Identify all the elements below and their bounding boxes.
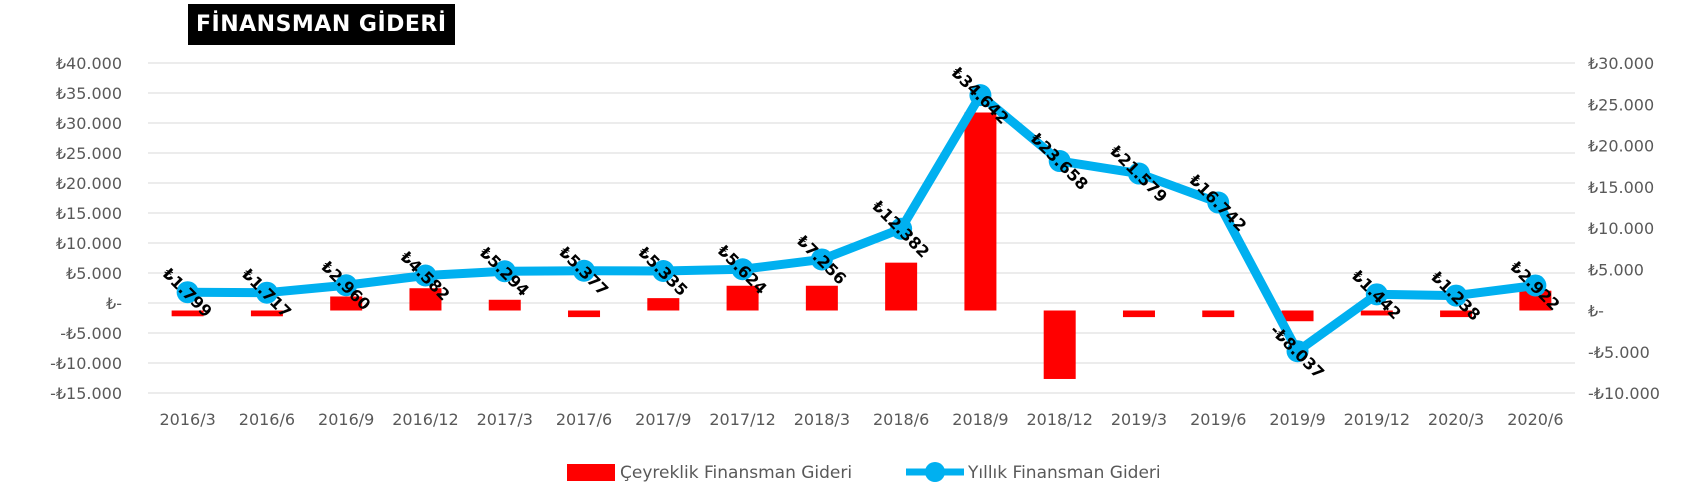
bar: [568, 310, 601, 318]
left-tick-label: ₺40.000: [56, 54, 122, 73]
legend-line-label: Yıllık Finansman Gideri: [967, 463, 1161, 483]
bar: [1281, 310, 1314, 322]
left-tick-label: ₺35.000: [56, 84, 122, 103]
bar: [885, 262, 918, 311]
bar: [1202, 310, 1235, 318]
right-axis: ₺30.000 ₺25.000 ₺20.000 ₺15.000 ₺10.000 ₺5.00…: [1588, 54, 1660, 403]
x-tick-label: 2017/12: [709, 410, 775, 429]
bar: [647, 298, 680, 311]
x-tick-label: 2019/3: [1111, 410, 1167, 429]
x-tick-label: 2020/6: [1507, 410, 1563, 429]
left-tick-label: ₺-: [106, 294, 122, 313]
line-point: [890, 217, 913, 240]
bar: [726, 285, 759, 311]
line-point: [335, 274, 358, 297]
bar: [1122, 310, 1155, 318]
bar: [488, 299, 521, 311]
x-tick-label: 2018/12: [1026, 410, 1092, 429]
left-tick-label: -₺10.000: [50, 354, 122, 373]
left-tick-label: ₺25.000: [56, 144, 122, 163]
x-tick-label: 2016/3: [159, 410, 215, 429]
line-point: [969, 84, 992, 107]
right-tick-label: ₺20.000: [1588, 137, 1654, 156]
bar: [1360, 310, 1393, 316]
x-tick-label: 2018/3: [794, 410, 850, 429]
line-point: [1048, 150, 1071, 173]
line-point: [652, 259, 675, 282]
x-tick-label: 2019/9: [1269, 410, 1325, 429]
right-tick-label: ₺10.000: [1588, 219, 1654, 238]
legend: Çeyreklik Finansman Gideri Yıllık Finans…: [567, 462, 1161, 483]
data-labels: ₺1.799 ₺1.717 ₺2.960 ₺4.582 ₺5.294 ₺5.377 ₺5.3…: [159, 63, 1564, 382]
left-tick-label: -₺15.000: [50, 384, 122, 403]
bar: [964, 112, 997, 311]
left-axis: ₺40.000 ₺35.000 ₺30.000 ₺25.000 ₺20.000 ₺15.0…: [50, 54, 122, 403]
x-tick-label: 2019/12: [1344, 410, 1410, 429]
bar: [1440, 310, 1473, 318]
bar: [409, 288, 442, 311]
x-tick-label: 2016/12: [392, 410, 458, 429]
line-point: [731, 258, 754, 281]
bar: [805, 285, 838, 311]
legend-bar-label: Çeyreklik Finansman Gideri: [620, 463, 852, 483]
left-tick-label: ₺10.000: [56, 234, 122, 253]
left-tick-label: ₺20.000: [56, 174, 122, 193]
data-label: -₺8.037: [1266, 321, 1328, 383]
legend-bar-swatch: [567, 464, 615, 481]
chart-title: FİNANSMAN GİDERİ: [188, 4, 455, 45]
bar: [330, 296, 363, 311]
bar-series: [171, 112, 1552, 379]
left-tick-label: ₺5.000: [66, 264, 122, 283]
bar: [250, 310, 283, 317]
x-tick-label: 2018/6: [873, 410, 929, 429]
right-tick-label: ₺15.000: [1588, 178, 1654, 197]
left-tick-label: -₺5.000: [60, 324, 122, 343]
right-tick-label: ₺-: [1588, 302, 1604, 321]
x-tick-label: 2017/9: [635, 410, 691, 429]
line-point: [1127, 162, 1150, 185]
data-label: ₺16.742: [1185, 170, 1250, 235]
left-tick-label: ₺30.000: [56, 114, 122, 133]
line-point: [810, 248, 833, 271]
x-tick-label: 2018/9: [952, 410, 1008, 429]
line-point: [1365, 283, 1388, 306]
line-point: [1207, 191, 1230, 214]
right-tick-label: ₺25.000: [1588, 95, 1654, 114]
x-tick-label: 2019/6: [1190, 410, 1246, 429]
right-tick-label: ₺5.000: [1588, 260, 1644, 279]
x-tick-label: 2017/6: [556, 410, 612, 429]
line-point: [1445, 284, 1468, 307]
x-axis: 2016/3 2016/6 2016/9 2016/12 2017/3 2017/6 201…: [159, 410, 1563, 429]
bar: [1519, 290, 1552, 311]
gridlines: [148, 62, 1575, 394]
bar: [171, 310, 204, 317]
left-tick-label: ₺15.000: [56, 204, 122, 223]
right-tick-label: -₺10.000: [1588, 384, 1660, 403]
line-series: [176, 84, 1547, 363]
line-point: [255, 281, 278, 304]
right-tick-label: -₺5.000: [1588, 343, 1650, 362]
data-label: ₺12.382: [868, 197, 933, 262]
series-line: [183, 90, 1540, 356]
legend-line-marker: [925, 462, 945, 482]
line-point: [493, 260, 516, 283]
right-tick-label: ₺30.000: [1588, 54, 1654, 73]
bar: [1043, 310, 1076, 379]
line-point: [1524, 274, 1547, 297]
x-tick-label: 2016/6: [239, 410, 295, 429]
line-point: [414, 264, 437, 287]
line-point: [1286, 340, 1309, 363]
x-tick-label: 2016/9: [318, 410, 374, 429]
x-tick-label: 2020/3: [1428, 410, 1484, 429]
line-point: [176, 281, 199, 304]
line-point: [573, 259, 596, 282]
x-tick-label: 2017/3: [477, 410, 533, 429]
